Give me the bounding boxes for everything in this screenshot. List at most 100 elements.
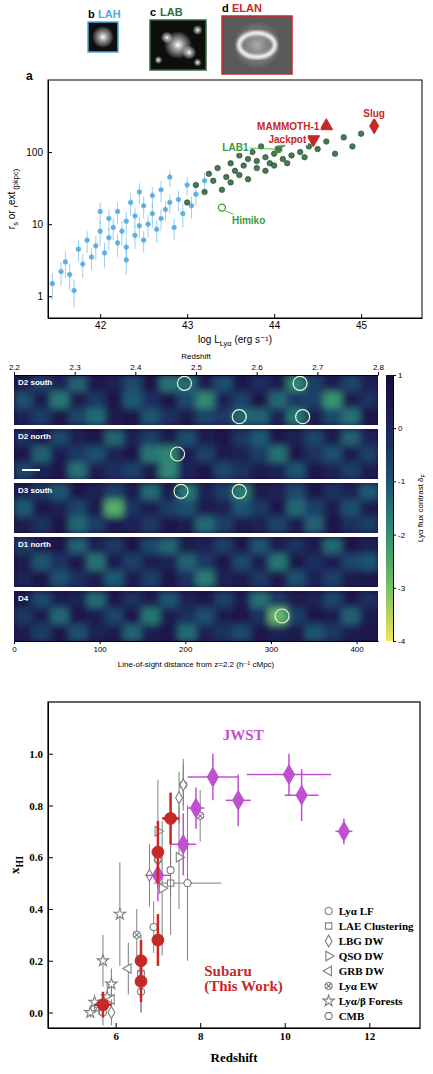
marker-shape: [284, 161, 290, 167]
cell: [123, 462, 142, 479]
strip-label: D4: [18, 594, 29, 603]
cell: [305, 375, 324, 393]
point: [189, 203, 194, 208]
point: [115, 209, 120, 214]
cell: [69, 500, 88, 518]
marker-shape: [219, 187, 225, 193]
cell: [160, 392, 179, 410]
marker-shape: [228, 180, 234, 186]
tick: 2.6: [252, 363, 264, 375]
point: [194, 192, 199, 197]
cell: [232, 500, 251, 518]
axis-title: xHI: [7, 856, 25, 874]
strip-label: D2 north: [18, 432, 51, 441]
cell: [287, 591, 306, 609]
legend: Lyα LFLAE ClusteringLBG DWQSO DWGRB DWLy…: [323, 905, 414, 1022]
cell: [32, 516, 51, 533]
error-bar: [74, 280, 75, 308]
point: [219, 187, 225, 193]
point: [237, 172, 243, 178]
marker-cross: [326, 984, 331, 989]
marker-shape: [315, 146, 321, 152]
marker-shape: [165, 813, 177, 825]
marker-shape: [194, 192, 199, 197]
marker-shape: [176, 197, 181, 202]
point: [135, 955, 147, 967]
cell: [141, 375, 160, 393]
cell: [178, 429, 197, 447]
cell: [232, 554, 251, 572]
point: [63, 260, 68, 265]
strip: [14, 375, 378, 425]
tick-mark: [48, 1012, 53, 1013]
tick: 0.0: [29, 1006, 53, 1018]
thumbnail-glow: [233, 21, 281, 69]
cell: [196, 483, 215, 501]
marker-shape: [80, 262, 85, 267]
cell: [287, 483, 306, 501]
marker-shape: [358, 131, 364, 137]
marker-shape: [283, 765, 294, 785]
cell: [178, 392, 197, 410]
tick-label: 200: [179, 645, 193, 654]
cell: [360, 462, 378, 479]
cell: [323, 408, 342, 425]
cell: [360, 429, 378, 447]
tick-label: 300: [265, 645, 279, 654]
tick: 0: [12, 641, 17, 654]
cell: [87, 500, 106, 518]
marker-shape: [296, 785, 307, 805]
cell: [123, 608, 142, 626]
cell: [360, 591, 378, 609]
point-label: Jackpot: [268, 134, 306, 145]
thumbnail: cLAB: [150, 6, 206, 70]
cell: [123, 554, 142, 572]
point: [202, 178, 207, 183]
cell: [14, 408, 33, 425]
cell: [232, 570, 251, 587]
marker-shape: [163, 207, 168, 212]
legend-label: GRB DW: [339, 965, 385, 977]
tick-label: 100: [26, 147, 43, 158]
cell: [69, 554, 88, 572]
marker-shape: [320, 119, 333, 130]
cell: [196, 591, 215, 609]
cell: [160, 608, 179, 626]
strip-background: [14, 483, 378, 533]
marker-shape: [206, 171, 212, 177]
series-label: Subaru (This Work): [204, 963, 282, 995]
cell: [214, 591, 233, 609]
cell: [87, 375, 106, 393]
cell: [251, 537, 270, 555]
marker-shape: [245, 176, 251, 182]
cell: [160, 408, 179, 425]
marker-shape: [114, 908, 125, 919]
cell: [269, 516, 288, 533]
tick: 12: [364, 1023, 376, 1042]
tick-mark: [48, 909, 53, 910]
labels: MAMMOTH-1JackpotSlugLAB1Himiko: [221, 108, 386, 226]
tick-label: 6: [113, 1030, 119, 1042]
cell: [251, 516, 270, 533]
tick-mark: [393, 481, 396, 482]
cell: [160, 537, 179, 555]
tick-label: 0: [12, 645, 17, 654]
legend-label: CMB: [339, 1010, 365, 1022]
series: [95, 793, 180, 1018]
cell: [251, 375, 270, 393]
tick-mark: [393, 641, 396, 642]
thumbnail-label: LAB: [160, 6, 183, 18]
cell: [251, 608, 270, 626]
cell: [14, 570, 33, 587]
marker-shape: [76, 247, 81, 252]
point: [94, 244, 99, 249]
cell: [251, 570, 270, 587]
series: [145, 754, 352, 901]
cell: [196, 537, 215, 555]
legend-marker: [325, 1013, 333, 1020]
cell: [323, 591, 342, 609]
tick-label: 10: [280, 1030, 292, 1042]
point: [350, 144, 356, 150]
marker-shape: [176, 792, 183, 804]
cell: [323, 446, 342, 464]
